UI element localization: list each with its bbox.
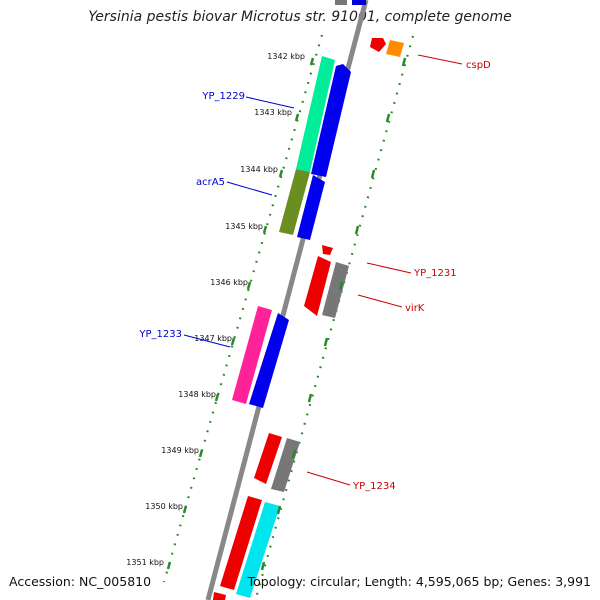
right-tick-mark (338, 281, 344, 291)
feature-cyan-bottom (236, 502, 280, 598)
tick-label: 1347 kbp (194, 334, 232, 343)
feature-acrA5-olive (279, 169, 310, 235)
tick-mark-1347 (230, 337, 236, 346)
leader-line-cspD (417, 54, 463, 65)
tick-label: 1348 kbp (178, 390, 216, 399)
right-tick-mark (260, 561, 266, 571)
right-tick-mark (401, 57, 407, 67)
tick-mark-1350 (182, 505, 188, 514)
tick-mark-1342 (309, 57, 315, 66)
tick-label: 1346 kbp (210, 278, 248, 287)
feature-top-gray (335, 0, 347, 5)
feature-YP_1233-pink (232, 306, 272, 404)
right-tick-mark (385, 113, 391, 123)
feature-blue-3 (249, 313, 289, 408)
accession-text: Accession: NC_005810 (9, 574, 152, 589)
feature-blue-2 (297, 175, 325, 240)
gene-label-virK: virK (405, 303, 425, 314)
feature-cspD-red (370, 38, 386, 52)
left-tick-track (162, 34, 324, 583)
feature-YP_1229-green (296, 56, 335, 172)
tick-mark-1351 (166, 561, 172, 570)
gene-label-YP_1231: YP_1231 (413, 268, 457, 279)
map-title: Yersinia pestis biovar Microtus str. 910… (88, 9, 512, 25)
feature-red-edge (213, 592, 226, 600)
gene-label-YP_1234: YP_1234 (352, 481, 396, 492)
gene-label-cspD: cspD (466, 60, 491, 71)
right-tick-mark (276, 505, 282, 515)
right-tick-mark (370, 169, 376, 179)
tick-label: 1345 kbp (225, 222, 263, 231)
leader-line-virK (357, 294, 403, 308)
feature-red-bottom (220, 496, 262, 590)
right-tick-mark (323, 337, 329, 347)
tick-label: 1350 kbp (145, 502, 183, 511)
right-tick-mark (354, 225, 360, 235)
leader-line-YP_1234 (306, 471, 351, 486)
tick-label: 1342 kbp (267, 52, 305, 61)
feature-top-blue (352, 0, 366, 5)
gene-label-YP_1233: YP_1233 (138, 329, 182, 340)
leader-line-YP_1231 (366, 262, 412, 274)
feature-cspD-orange (386, 40, 404, 57)
tick-label: 1349 kbp (161, 446, 199, 455)
gene-label-acrA5: acrA5 (196, 177, 225, 188)
tick-mark-1344 (278, 169, 284, 178)
feature-virK-gray (322, 262, 349, 318)
feature-YP_1234-red (254, 433, 282, 484)
tick-mark-1345 (262, 225, 268, 234)
leader-line-YP_1233 (183, 334, 231, 348)
right-tick-mark (291, 449, 297, 459)
tick-mark-1348 (214, 393, 220, 402)
leader-line-YP_1229 (245, 96, 295, 109)
tick-label: 1344 kbp (240, 165, 278, 174)
leader-line-acrA5 (226, 181, 273, 196)
tick-mark-1349 (198, 449, 204, 458)
feature-YP_1231-red (304, 256, 331, 316)
gene-label-YP_1229: YP_1229 (201, 91, 245, 102)
right-tick-mark (307, 393, 313, 403)
tick-mark-1346 (246, 281, 252, 290)
feature-small-red (322, 245, 333, 255)
topology-text: Topology: circular; Length: 4,595,065 bp… (247, 574, 591, 589)
feature-blue-1 (311, 64, 351, 177)
tick-label: 1343 kbp (254, 108, 292, 117)
tick-mark-1343 (294, 113, 300, 122)
feature-gray-2 (271, 438, 300, 492)
tick-label: 1351 kbp (126, 558, 164, 567)
